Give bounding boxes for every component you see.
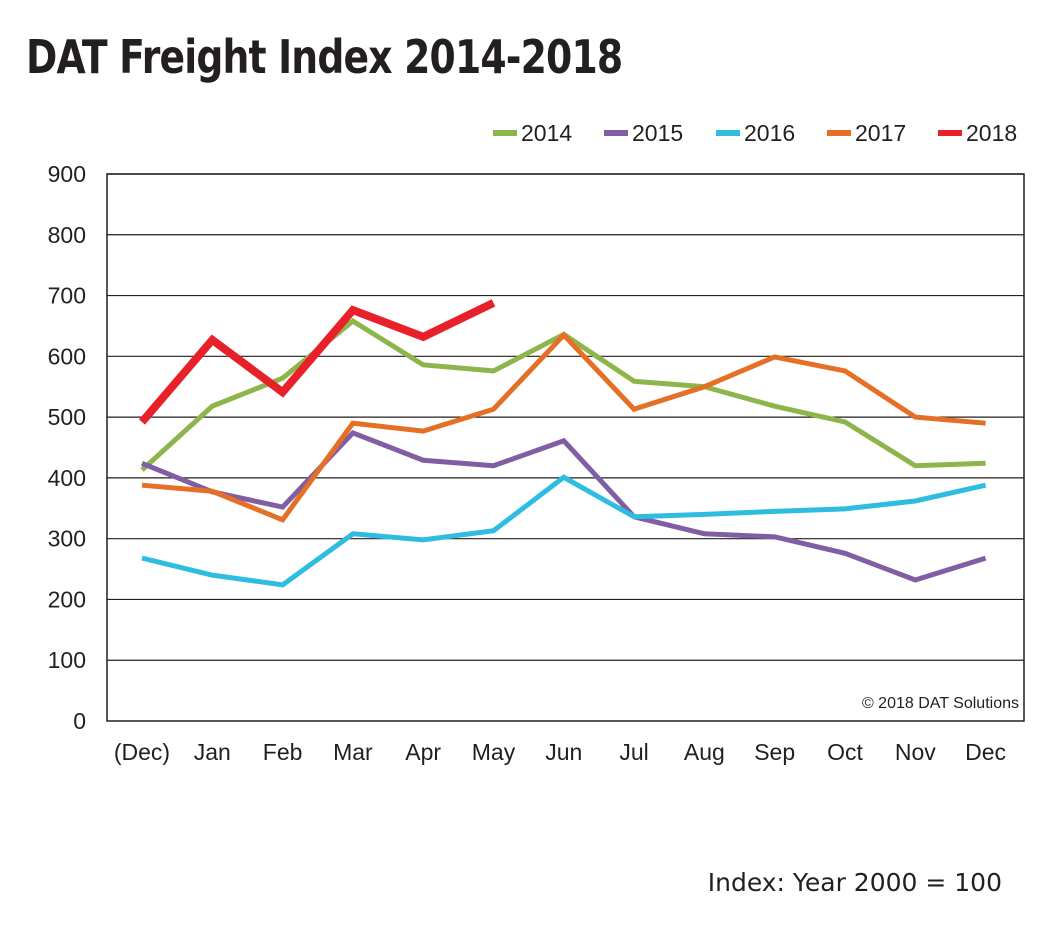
legend-label: 2018: [966, 120, 1017, 146]
x-tick-label: Dec: [965, 739, 1006, 765]
x-tick-label: Mar: [333, 739, 373, 765]
y-tick-label: 700: [48, 283, 86, 309]
x-tick-label: (Dec): [114, 739, 170, 765]
x-tick-label: Feb: [263, 739, 303, 765]
plot-frame: [106, 173, 1025, 722]
y-tick-label: 900: [48, 161, 86, 187]
x-tick-label: Nov: [895, 739, 936, 765]
legend-label: 2017: [855, 120, 906, 146]
y-tick-label: 400: [48, 465, 86, 491]
x-tick-label: Apr: [405, 739, 441, 765]
x-tick-label: Jan: [194, 739, 231, 765]
y-tick-label: 200: [48, 586, 86, 612]
x-tick-label: Jul: [619, 739, 648, 765]
y-tick-label: 100: [48, 647, 86, 673]
y-tick-label: 0: [73, 708, 86, 734]
y-tick-label: 800: [48, 222, 86, 248]
y-tick-label: 500: [48, 404, 86, 430]
series-line-2018: [138, 299, 496, 425]
x-tick-label: Sep: [754, 739, 795, 765]
legend-label: 2015: [632, 120, 683, 146]
legend-label: 2014: [521, 120, 572, 146]
y-tick-label: 600: [48, 343, 86, 369]
series-line-2017: [141, 331, 986, 523]
x-tick-label: Jun: [545, 739, 582, 765]
x-tick-label: May: [472, 739, 516, 765]
series-line-2014: [140, 318, 986, 472]
x-tick-label: Oct: [827, 739, 863, 765]
y-tick-label: 300: [48, 526, 86, 552]
index-note: Index: Year 2000 = 100: [707, 868, 1002, 897]
copyright-annotation: © 2018 DAT Solutions: [862, 695, 1019, 712]
series-line-2015: [141, 429, 987, 583]
x-tick-label: Aug: [684, 739, 725, 765]
series-line-2016: [141, 474, 987, 588]
legend-label: 2016: [744, 120, 795, 146]
chart-title: DAT Freight Index 2014-2018: [26, 30, 623, 84]
